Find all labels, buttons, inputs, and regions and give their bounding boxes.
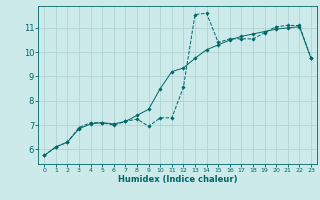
X-axis label: Humidex (Indice chaleur): Humidex (Indice chaleur)	[118, 175, 237, 184]
